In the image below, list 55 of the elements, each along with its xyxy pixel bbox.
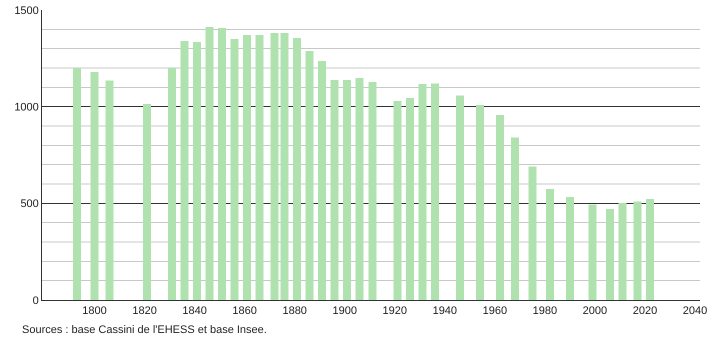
- bar: [256, 34, 264, 300]
- x-tick-label: 1980: [532, 305, 558, 318]
- y-tick-label: 1000: [14, 102, 39, 114]
- bar: [588, 204, 596, 300]
- bar: [406, 98, 414, 300]
- bar: [368, 82, 376, 300]
- bar: [218, 28, 226, 300]
- bar: [73, 68, 82, 300]
- bar: [90, 72, 99, 300]
- bar: [528, 166, 536, 300]
- bar: [143, 104, 152, 300]
- x-tick-label: 1960: [482, 305, 508, 318]
- bar: [293, 38, 302, 300]
- bar: [193, 42, 202, 300]
- bar: [496, 114, 504, 300]
- bar: [633, 202, 642, 300]
- y-tick-label: 0: [32, 294, 39, 307]
- x-tick-label: 1840: [182, 305, 207, 318]
- x-tick-label: 2040: [682, 305, 708, 318]
- x-tick-label: 1920: [382, 305, 408, 318]
- bar: [343, 80, 352, 300]
- bar: [476, 104, 484, 300]
- bar: [306, 50, 314, 300]
- bar: [318, 61, 326, 300]
- bar: [606, 208, 614, 300]
- bar: [168, 68, 176, 300]
- bar: [618, 202, 626, 300]
- bar: [566, 196, 574, 300]
- y-tick-label: 500: [20, 198, 39, 210]
- x-tick-label: 1900: [332, 305, 357, 318]
- x-tick-label: 1800: [82, 305, 107, 318]
- bar: [106, 80, 114, 300]
- bar: [330, 80, 339, 300]
- x-tick-label: 1860: [232, 305, 257, 318]
- x-tick-label: 1940: [432, 305, 458, 318]
- bar: [180, 40, 189, 300]
- x-tick-label: 2000: [582, 305, 608, 318]
- bar: [418, 84, 426, 300]
- bar: [646, 199, 654, 300]
- bar: [430, 83, 439, 300]
- bar: [546, 189, 554, 300]
- bar: [206, 27, 214, 300]
- bar: [456, 96, 464, 300]
- bar: [510, 138, 519, 300]
- bar: [280, 33, 289, 300]
- bar: [230, 39, 239, 300]
- x-tick-label: 1880: [282, 305, 307, 318]
- source-note: Sources : base Cassini de l'EHESS et base Insee.: [22, 324, 267, 336]
- bar: [393, 101, 402, 300]
- y-tick-label: 1500: [14, 4, 39, 17]
- x-tick-label: 1820: [132, 305, 157, 318]
- bar: [356, 78, 364, 300]
- bar: [270, 33, 279, 300]
- x-tick-label: 2020: [632, 305, 658, 318]
- bar: [243, 34, 252, 300]
